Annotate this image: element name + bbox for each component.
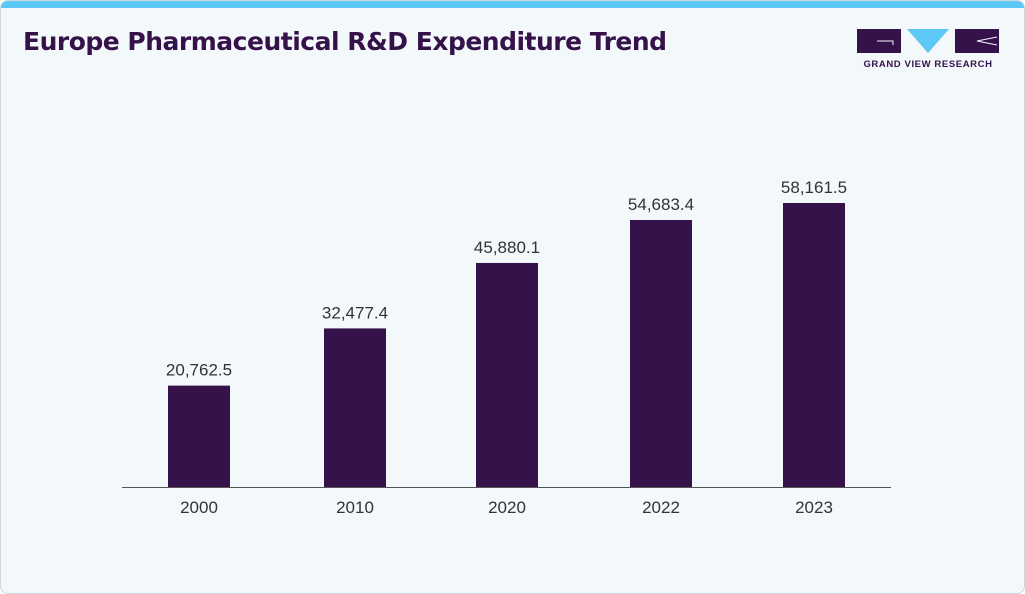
- x-tick-2010: 2010: [336, 498, 374, 517]
- bar-2023: [783, 203, 845, 487]
- chart-title: Europe Pharmaceutical R&D Expenditure Tr…: [23, 27, 667, 56]
- bar-2022: [630, 219, 692, 488]
- x-tick-2023: 2023: [795, 498, 833, 517]
- data-label-2020: 45,880.1: [474, 238, 540, 257]
- data-label-2010: 32,477.4: [322, 303, 388, 322]
- gvr-logo-icon: [857, 29, 999, 53]
- grand-view-research-logo: GRAND VIEW RESEARCH: [857, 29, 999, 73]
- data-label-2022: 54,683.4: [628, 195, 694, 214]
- x-tick-2022: 2022: [642, 498, 680, 517]
- logo-text: GRAND VIEW RESEARCH: [863, 59, 993, 70]
- top-accent-bar: [1, 1, 1024, 8]
- x-tick-2000: 2000: [180, 498, 218, 517]
- x-tick-2020: 2020: [488, 498, 526, 517]
- bar-2010: [324, 328, 386, 487]
- bar-2020: [476, 262, 538, 487]
- data-label-2000: 20,762.5: [166, 361, 232, 380]
- bar-2000: [168, 385, 230, 487]
- data-label-2023: 58,161.5: [781, 178, 847, 197]
